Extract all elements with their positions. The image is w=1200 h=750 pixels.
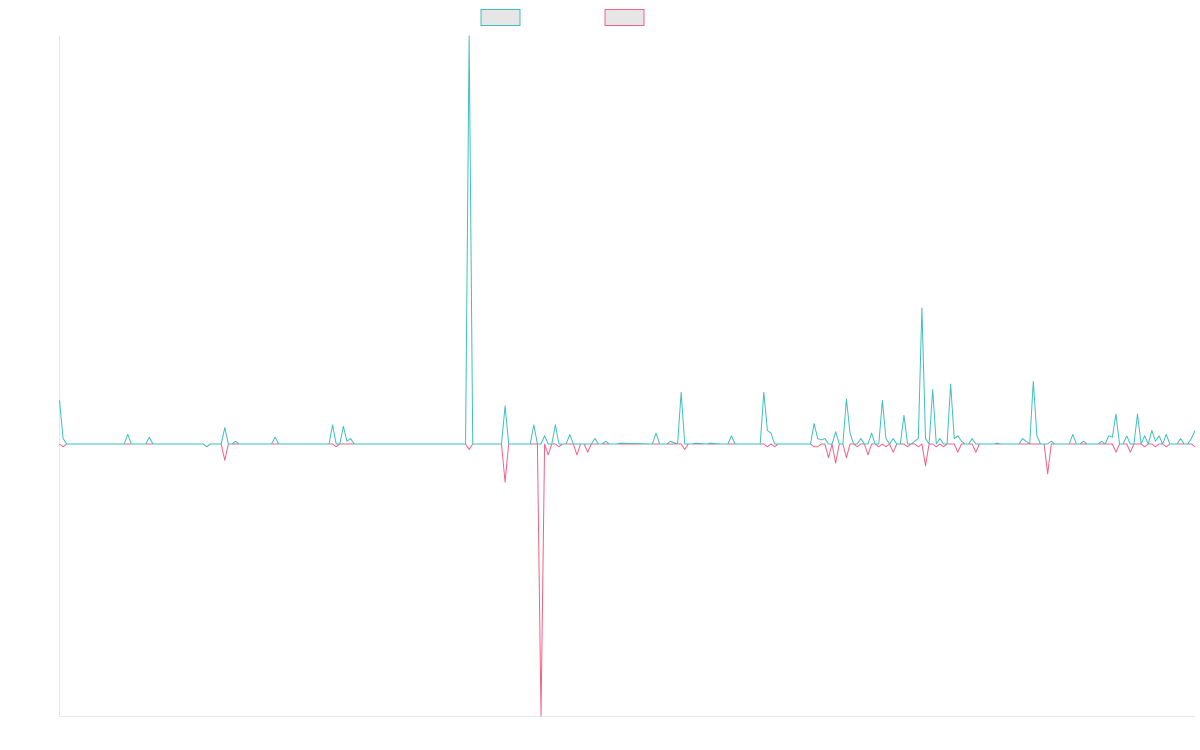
series-line-1 [59,35,1196,448]
legend-swatch-1[interactable] [480,9,521,26]
legend[interactable] [480,9,645,26]
legend-swatch-2[interactable] [604,9,645,26]
series-layer [59,35,1196,717]
series-line-2 [59,443,1196,717]
